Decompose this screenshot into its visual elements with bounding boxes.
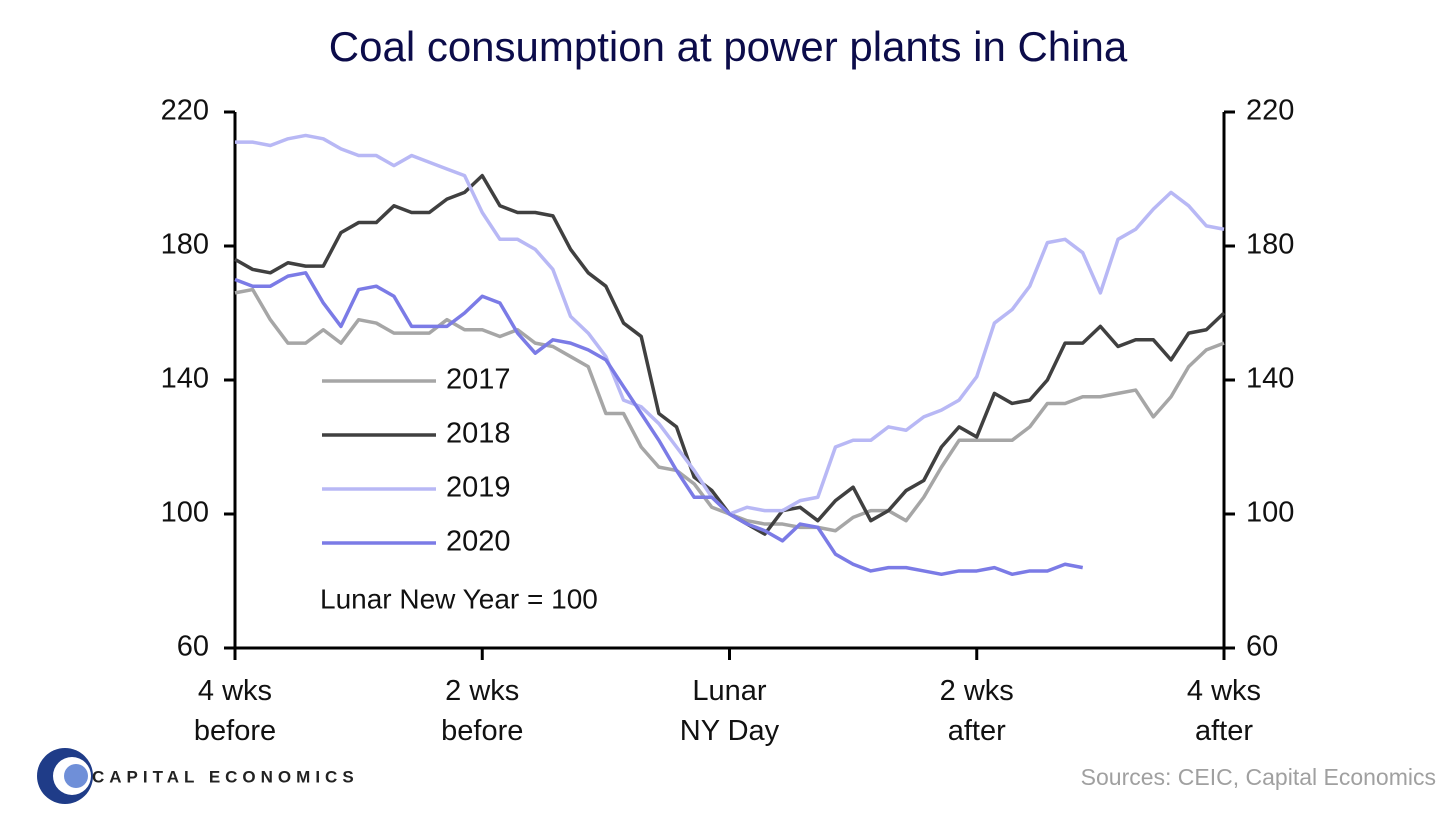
x-tick-line: 4 wks bbox=[1187, 675, 1261, 707]
series-line bbox=[234, 287, 1225, 533]
logo bbox=[37, 748, 93, 804]
legend-label: 2019 bbox=[446, 472, 511, 504]
brand: CAPITAL ECONOMICS bbox=[92, 767, 359, 786]
x-tick-line: 2 wks bbox=[445, 675, 519, 707]
x-tick-label: Lunar NY Day bbox=[680, 675, 780, 747]
y-tick-label: 140 bbox=[161, 363, 209, 395]
y2-tick-label: 180 bbox=[1246, 229, 1294, 261]
legend-label: 2018 bbox=[446, 418, 511, 450]
x-tick-line: before bbox=[441, 715, 523, 747]
series-line bbox=[234, 173, 1226, 536]
y-tick-label: 220 bbox=[161, 95, 209, 127]
source: Sources: CEIC, Capital Economics bbox=[1081, 764, 1436, 790]
x-tick-line: NY Day bbox=[680, 715, 780, 747]
chart-title: Coal consumption at power plants in Chin… bbox=[329, 23, 1128, 70]
y-tick-label: 180 bbox=[161, 229, 209, 261]
x-tick-label: 2 wks before bbox=[441, 675, 523, 747]
x-tick-label: 2 wks after bbox=[940, 675, 1014, 747]
x-tick-line: after bbox=[1195, 715, 1253, 747]
logo-core bbox=[64, 764, 88, 788]
x-tick-label: 4 wks before bbox=[194, 675, 276, 747]
x-tick-line: before bbox=[194, 715, 276, 747]
x-tick-line: 2 wks bbox=[940, 675, 1014, 707]
y2-tick-label: 140 bbox=[1246, 363, 1294, 395]
legend-label: 2020 bbox=[446, 526, 511, 558]
y2-tick-label: 100 bbox=[1246, 497, 1294, 529]
series-line bbox=[234, 271, 1084, 577]
y-tick-label: 60 bbox=[177, 631, 209, 663]
x-tick-line: 4 wks bbox=[198, 675, 272, 707]
x-tick-label: 4 wks after bbox=[1187, 675, 1261, 747]
legend-label: 2017 bbox=[446, 364, 511, 396]
y2-tick-label: 60 bbox=[1246, 631, 1278, 663]
series-line bbox=[235, 133, 1225, 516]
annotation: Lunar New Year = 100 bbox=[320, 583, 598, 614]
y2-tick-label: 220 bbox=[1246, 95, 1294, 127]
x-tick-line: Lunar bbox=[692, 675, 767, 707]
y-tick-label: 100 bbox=[161, 497, 209, 529]
x-tick-line: after bbox=[948, 715, 1006, 747]
